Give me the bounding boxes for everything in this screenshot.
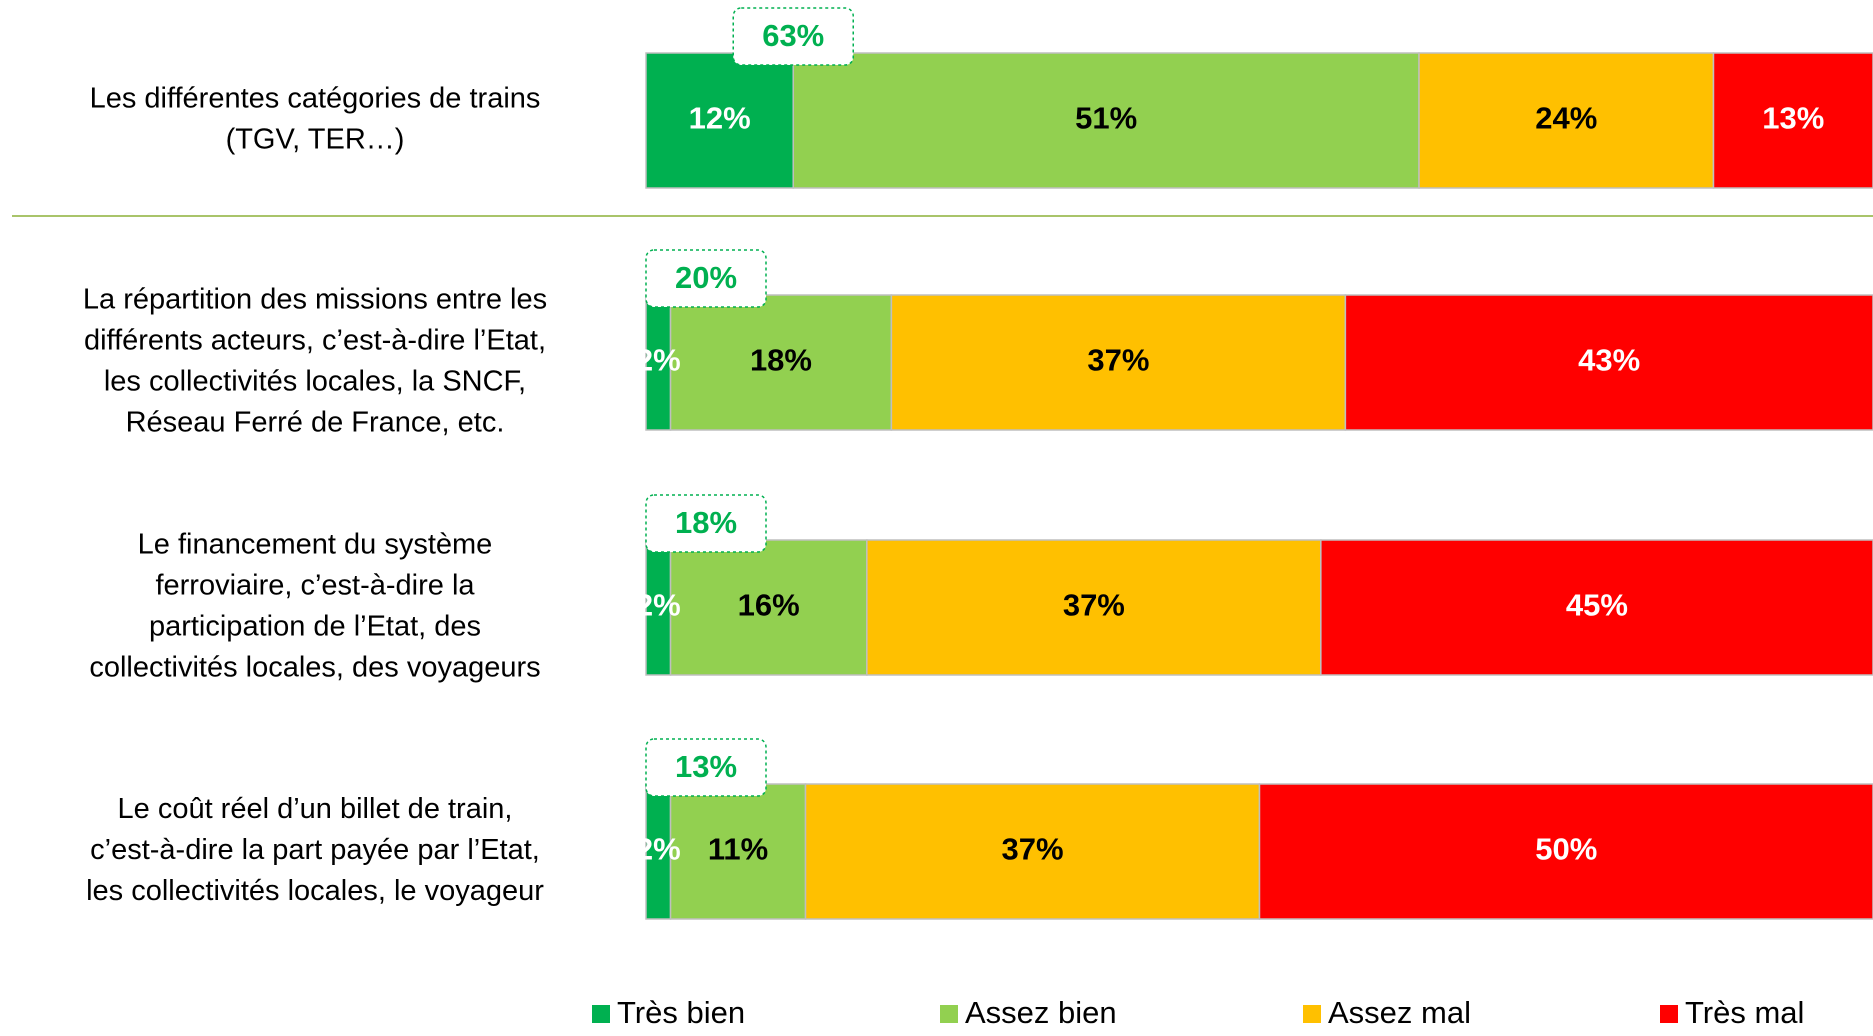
data-label: 37% [1001,832,1063,867]
legend-swatch [592,1005,610,1023]
total-label: 63% [762,18,824,53]
category-label: collectivités locales, des voyageurs [89,652,540,684]
category-label: c’est-à-dire la part payée par l’Etat, [90,834,540,866]
data-label: 50% [1535,832,1597,867]
category-label: différents acteurs, c’est-à-dire l’Etat, [84,325,546,357]
total-label: 18% [675,505,737,540]
legend-swatch [1303,1005,1321,1023]
data-label: 24% [1535,101,1597,136]
legend-swatch [1660,1005,1678,1023]
data-label: 2% [636,832,681,867]
legend-label: Assez mal [1328,995,1471,1030]
category-label: les collectivités locales, la SNCF, [104,366,526,398]
data-label: 43% [1578,343,1640,378]
data-label: 12% [689,101,751,136]
data-label: 51% [1075,101,1137,136]
category-label: La répartition des missions entre les [83,284,547,316]
category-label: Le coût réel d’un billet de train, [118,793,513,825]
total-label: 13% [675,749,737,784]
data-label: 37% [1063,588,1125,623]
legend-label: Très bien [617,995,745,1030]
total-label: 20% [675,260,737,295]
legend-label: Très mal [1685,995,1804,1030]
category-label: (TGV, TER…) [226,124,405,156]
category-label: participation de l’Etat, des [149,611,481,643]
data-label: 13% [1762,101,1824,136]
data-label: 37% [1087,343,1149,378]
category-label: Réseau Ferré de France, etc. [126,407,505,439]
legend-swatch [940,1005,958,1023]
category-label: Les différentes catégories de trains [90,83,541,115]
category-label: ferroviaire, c’est-à-dire la [155,570,475,602]
data-label: 11% [708,832,768,867]
data-label: 2% [636,588,681,623]
data-label: 2% [636,343,681,378]
category-label: Le financement du système [138,529,493,561]
legend-label: Assez bien [965,995,1117,1030]
data-label: 16% [738,588,800,623]
data-label: 45% [1566,588,1628,623]
data-label: 18% [750,343,812,378]
category-label: les collectivités locales, le voyageur [86,875,544,907]
